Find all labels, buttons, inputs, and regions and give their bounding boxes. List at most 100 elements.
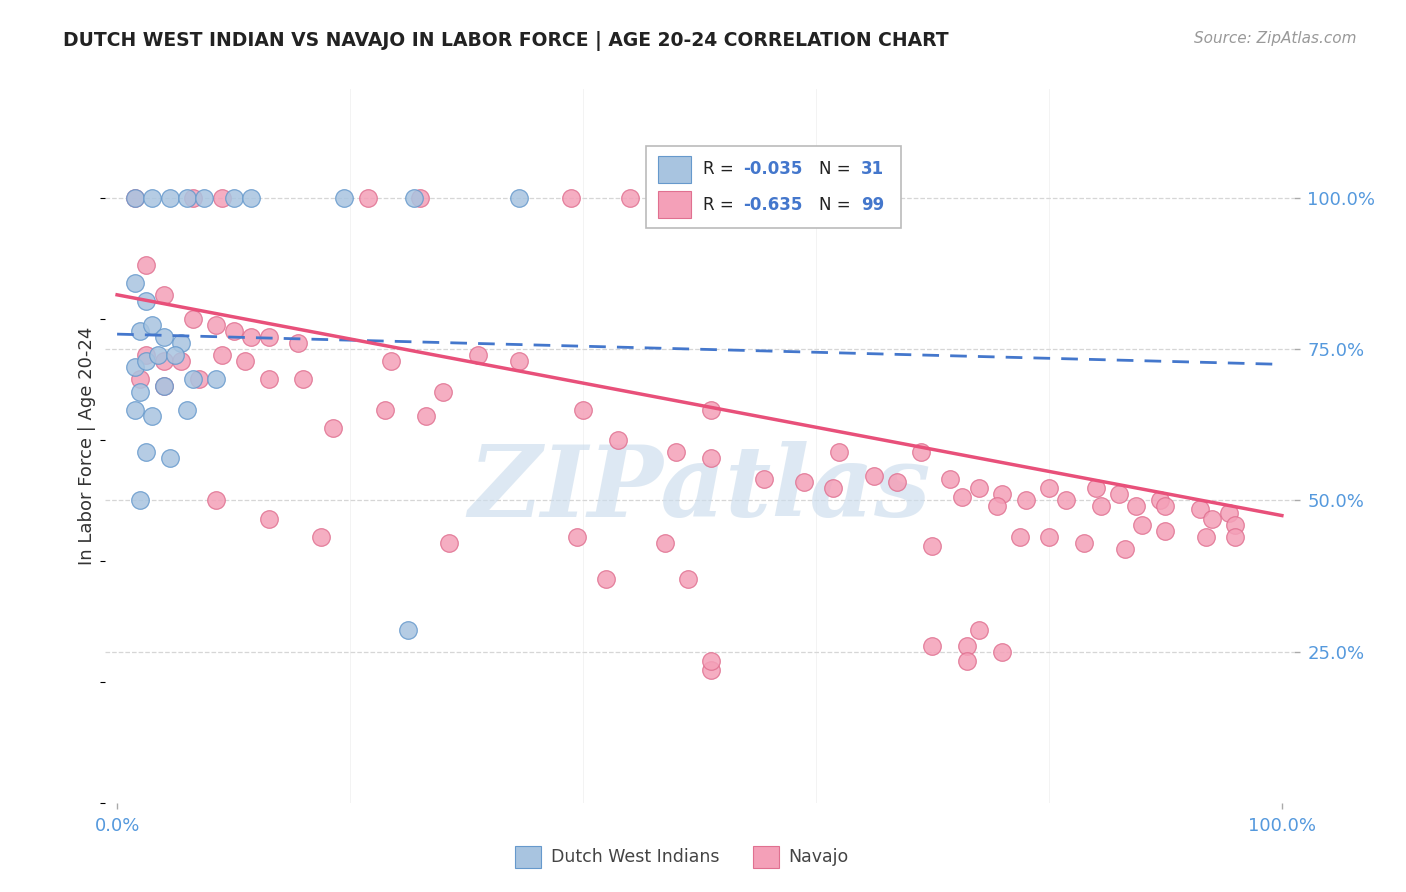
Point (124, 276, 146, 290)
Point (1218, 506, 1240, 520)
Point (793, 475, 815, 490)
Point (222, 191, 245, 205)
Point (257, 511, 280, 525)
Point (921, 639, 943, 653)
Point (508, 191, 530, 205)
Point (181, 372, 204, 386)
Point (356, 191, 378, 205)
Point (863, 469, 886, 483)
Point (437, 535, 460, 549)
Point (170, 354, 193, 368)
Point (409, 191, 432, 205)
Bar (754, 846, 779, 869)
Point (1225, 530, 1247, 544)
Point (1090, 500, 1112, 514)
Point (1130, 517, 1153, 532)
Point (205, 318, 228, 332)
Point (1225, 517, 1247, 532)
Point (1108, 487, 1130, 501)
Point (1149, 493, 1171, 508)
Text: ZIPatlas: ZIPatlas (468, 441, 931, 537)
Point (956, 654, 979, 668)
Text: 31: 31 (860, 161, 884, 178)
Point (1084, 481, 1107, 495)
Point (222, 324, 245, 338)
Point (823, 481, 845, 495)
Point (700, 654, 723, 668)
Point (233, 354, 256, 368)
Point (135, 445, 157, 459)
Text: R =: R = (703, 196, 740, 214)
Bar (516, 846, 541, 869)
Point (129, 384, 152, 399)
Point (1114, 541, 1136, 556)
Point (380, 354, 402, 368)
Point (567, 530, 589, 544)
Point (205, 372, 228, 386)
Text: Navajo: Navajo (789, 848, 849, 866)
Point (1189, 502, 1212, 516)
Point (886, 475, 908, 490)
Point (187, 372, 209, 386)
Point (560, 191, 582, 205)
FancyBboxPatch shape (645, 146, 901, 228)
Point (292, 372, 315, 386)
Point (129, 324, 152, 338)
Point (159, 451, 181, 466)
Point (700, 402, 723, 417)
Point (152, 288, 174, 302)
Point (193, 191, 215, 205)
Text: -0.035: -0.035 (744, 161, 803, 178)
Point (1125, 500, 1147, 514)
Text: Source: ZipAtlas.com: Source: ZipAtlas.com (1194, 31, 1357, 46)
Point (176, 402, 198, 417)
Point (129, 493, 152, 508)
Point (967, 481, 990, 495)
Point (146, 348, 169, 362)
Point (654, 535, 676, 549)
Point (135, 348, 157, 362)
Point (170, 336, 193, 351)
Point (240, 191, 263, 205)
Point (287, 336, 309, 351)
Point (967, 624, 990, 638)
Point (467, 348, 489, 362)
Point (141, 191, 163, 205)
Text: Dutch West Indians: Dutch West Indians (551, 848, 720, 866)
Bar (658, 191, 692, 219)
Point (1195, 530, 1218, 544)
Point (950, 491, 973, 505)
Point (665, 445, 688, 459)
Point (828, 445, 851, 459)
Point (404, 191, 426, 205)
Point (257, 330, 280, 344)
Point (1201, 511, 1223, 525)
Point (181, 191, 204, 205)
Point (240, 330, 263, 344)
Point (152, 330, 174, 344)
Bar (658, 155, 692, 183)
Point (141, 318, 163, 332)
Point (700, 663, 723, 677)
Point (1008, 530, 1031, 544)
Text: R =: R = (703, 161, 740, 178)
Point (396, 624, 419, 638)
Point (135, 293, 157, 308)
Point (124, 402, 146, 417)
Point (165, 348, 187, 362)
Point (124, 191, 146, 205)
Point (152, 378, 174, 392)
Point (1038, 481, 1060, 495)
Point (415, 409, 437, 423)
Point (152, 354, 174, 368)
Point (607, 433, 630, 447)
Point (752, 472, 775, 486)
Point (374, 402, 396, 417)
Point (129, 372, 152, 386)
Point (124, 191, 146, 205)
Point (309, 530, 332, 544)
Point (910, 445, 932, 459)
Point (1073, 535, 1095, 549)
Point (205, 493, 228, 508)
Point (135, 258, 157, 272)
